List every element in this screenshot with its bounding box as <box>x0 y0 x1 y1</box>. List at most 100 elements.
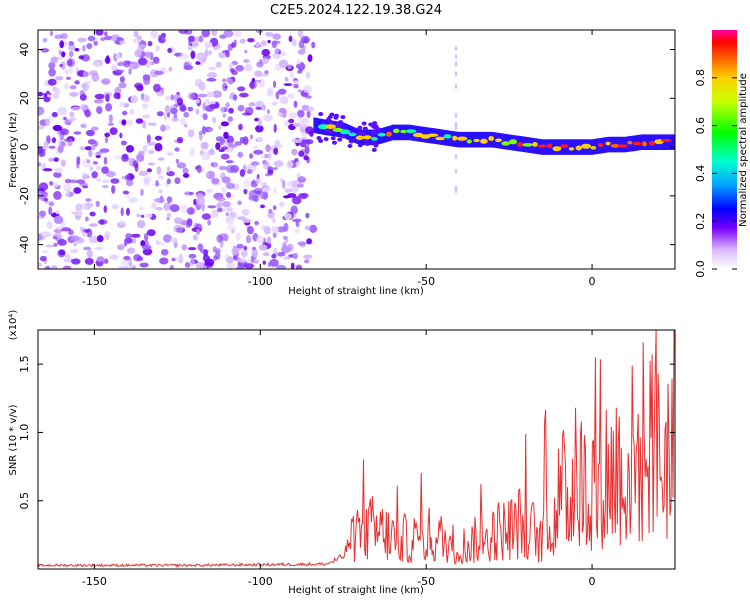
noise-blob <box>208 66 217 71</box>
signal-core <box>405 129 417 134</box>
noise-blob <box>57 239 67 246</box>
noise-blob <box>454 112 458 118</box>
noise-blob <box>87 35 96 42</box>
noise-blob <box>176 136 184 144</box>
noise-blob <box>188 253 197 259</box>
noise-blob <box>68 65 74 74</box>
noise-blob <box>239 92 249 98</box>
noise-blob <box>277 252 286 257</box>
noise-blob <box>244 63 253 72</box>
noise-blob <box>183 123 188 128</box>
signal-fringe <box>318 138 324 143</box>
noise-blob <box>262 252 270 257</box>
noise-blob <box>266 87 274 94</box>
signal-fringe <box>340 134 346 139</box>
noise-blob <box>142 175 152 183</box>
colorbar-tick-label: 0.0 <box>694 260 707 278</box>
noise-blob <box>125 179 134 187</box>
noise-blob <box>132 237 137 244</box>
noise-blob <box>215 61 222 68</box>
noise-blob <box>176 97 184 106</box>
noise-blob <box>115 40 119 45</box>
noise-blob <box>237 86 246 92</box>
noise-blob <box>276 264 286 269</box>
noise-blob <box>61 159 66 167</box>
noise-blob <box>54 34 63 39</box>
noise-blob <box>186 207 195 215</box>
noise-blob <box>67 118 74 123</box>
noise-blob <box>187 106 194 112</box>
noise-blob <box>79 182 88 187</box>
noise-blob <box>197 93 208 98</box>
noise-blob <box>47 78 57 86</box>
noise-blob <box>79 226 84 232</box>
noise-blob <box>95 178 102 182</box>
noise-blob <box>199 249 209 254</box>
noise-blob <box>304 139 314 145</box>
noise-blob <box>93 40 98 46</box>
noise-blob <box>112 34 120 39</box>
noise-blob <box>454 121 458 127</box>
noise-blob <box>234 30 242 37</box>
signal-core <box>516 142 525 147</box>
noise-blob <box>187 92 196 100</box>
noise-blob <box>170 94 175 101</box>
noise-blob <box>107 122 114 126</box>
spectrogram-x-axis-label: Height of straight line (km) <box>288 286 424 297</box>
noise-blob <box>142 144 148 153</box>
colorbar-label: Normalized spectral amplitude <box>738 73 749 227</box>
noise-blob <box>48 157 54 162</box>
noise-blob <box>157 157 165 161</box>
noise-blob <box>55 226 64 230</box>
noise-blob <box>105 93 110 102</box>
snr-frame <box>37 329 676 570</box>
noise-blob <box>96 256 105 263</box>
noise-blob <box>227 206 234 212</box>
noise-blob <box>120 140 127 146</box>
noise-blob <box>212 116 217 124</box>
signal-core <box>632 141 642 146</box>
noise-blob <box>119 101 126 108</box>
noise-blob <box>90 144 96 151</box>
noise-blob <box>55 209 60 215</box>
chart-title: C2E5.2024.122.19.38.G24 <box>270 3 442 18</box>
noise-blob <box>105 171 116 178</box>
noise-blob <box>103 205 108 213</box>
signal-core <box>575 145 582 151</box>
noise-blob <box>126 119 133 127</box>
noise-blob <box>235 232 241 241</box>
noise-blob <box>38 162 42 167</box>
noise-blob <box>94 246 103 251</box>
y-tick-label: 1.5 <box>18 355 31 373</box>
noise-blob <box>178 253 183 261</box>
noise-blob <box>50 56 58 64</box>
noise-blob <box>281 51 287 57</box>
noise-blob <box>96 235 104 243</box>
noise-blob <box>296 172 301 178</box>
noise-blob <box>278 201 285 208</box>
noise-blob <box>120 207 124 217</box>
noise-blob <box>48 206 53 215</box>
noise-blob <box>183 64 194 71</box>
noise-blob <box>110 178 120 184</box>
noise-blob <box>120 259 129 266</box>
noise-blob <box>272 33 282 40</box>
noise-blob <box>256 235 265 244</box>
noise-blob <box>240 250 248 258</box>
noise-blob <box>187 45 193 51</box>
noise-blob <box>306 238 312 245</box>
noise-blob <box>109 127 118 135</box>
noise-blob <box>102 184 109 189</box>
noise-blob <box>273 147 279 155</box>
noise-blob <box>101 179 110 184</box>
snr-marks <box>38 330 675 568</box>
noise-blob <box>211 209 219 218</box>
y-tick-label: -20 <box>18 187 31 205</box>
y-tick-label: 1.0 <box>18 424 31 442</box>
signal-fringe <box>330 136 336 141</box>
signal-fringe <box>332 140 337 145</box>
noise-blob <box>51 111 58 118</box>
noise-blob <box>264 70 269 75</box>
snr-y-axis-label: SNR (10 * v/v) <box>8 404 19 475</box>
noise-blob <box>145 51 152 58</box>
